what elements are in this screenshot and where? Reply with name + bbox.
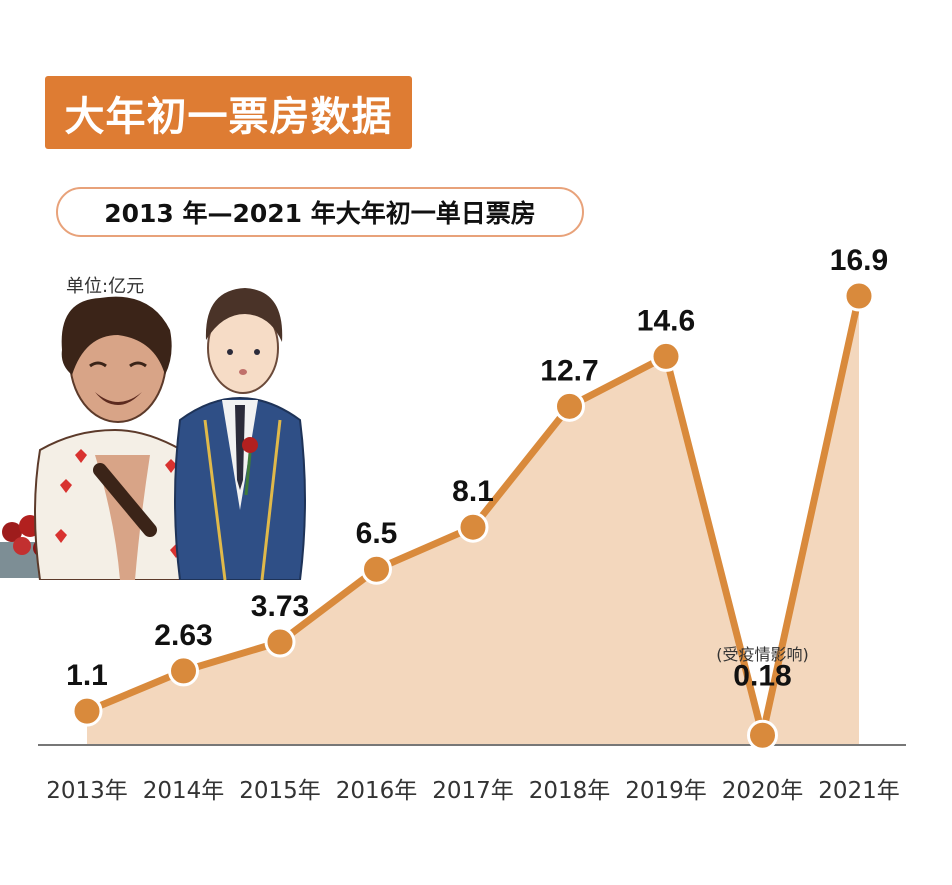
cartoon-illustration <box>0 288 306 580</box>
x-tick-label-2016年: 2016年 <box>336 778 418 804</box>
chart-subtitle-text: 2013 年—2021 年大年初一单日票房 <box>104 199 536 228</box>
x-tick-label-2013年: 2013年 <box>46 778 128 804</box>
data-label-2013年: 1.1 <box>66 659 108 692</box>
x-tick-label-2018年: 2018年 <box>529 778 611 804</box>
annotation-2020年: (受疫情影响) <box>716 645 809 664</box>
x-tick-label-2020年: 2020年 <box>722 778 804 804</box>
data-point-2018年 <box>554 390 585 422</box>
x-tick-label-2017年: 2017年 <box>432 778 514 804</box>
data-point-2020年 <box>747 719 778 751</box>
chart-subtitle: 2013 年—2021 年大年初一单日票房 <box>56 187 584 237</box>
data-label-2019年: 14.6 <box>637 304 695 337</box>
data-point-2017年 <box>457 511 489 543</box>
x-tick-label-2021年: 2021年 <box>818 778 900 804</box>
data-point-2019年 <box>650 340 682 372</box>
data-point-2021年 <box>843 280 875 312</box>
x-tick-label-2014年: 2014年 <box>143 778 225 804</box>
x-tick-label-2015年: 2015年 <box>239 778 321 804</box>
page-title-banner: 大年初一票房数据 <box>45 76 412 149</box>
x-tick-label-2019年: 2019年 <box>625 778 707 804</box>
chart-area-fill <box>87 296 859 745</box>
data-label-2018年: 12.7 <box>540 354 598 387</box>
page-title: 大年初一票房数据 <box>64 93 393 140</box>
data-label-2015年: 3.73 <box>251 590 309 623</box>
data-label-2017年: 8.1 <box>452 475 494 508</box>
data-label-2014年: 2.63 <box>154 619 212 652</box>
data-point-2016年 <box>361 553 392 585</box>
data-point-2015年 <box>264 626 296 658</box>
student-in-blazer <box>174 288 306 580</box>
data-point-2014年 <box>168 655 199 687</box>
data-label-2020年: 0.18 <box>733 659 791 692</box>
data-label-2016年: 6.5 <box>356 517 398 550</box>
data-label-2021年: 16.9 <box>830 244 888 277</box>
unit-label: 单位:亿元 <box>66 276 145 297</box>
data-point-2013年 <box>71 695 103 727</box>
